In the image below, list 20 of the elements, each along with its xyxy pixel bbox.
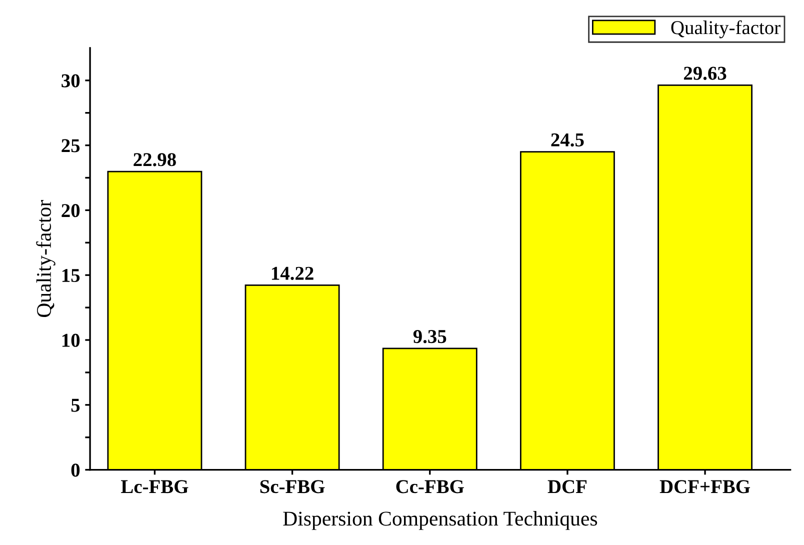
y-tick-label: 15 bbox=[62, 269, 80, 282]
x-tick-label: DCF bbox=[548, 480, 586, 494]
data-label: 14.22 bbox=[272, 266, 314, 280]
data-label: 9.35 bbox=[413, 330, 446, 344]
x-tick-label: DCF+FBG bbox=[660, 480, 750, 494]
x-tick-label: Cc-FBG bbox=[396, 480, 464, 494]
y-tick-label: 20 bbox=[62, 204, 80, 218]
y-axis-title: Quality-factor bbox=[36, 200, 56, 318]
x-tick-label: Sc-FBG bbox=[260, 480, 325, 494]
y-tick-label: 5 bbox=[71, 398, 80, 412]
x-tick-label: Lc-FBG bbox=[121, 480, 188, 494]
y-tick-label: 30 bbox=[62, 74, 80, 88]
data-label: 29.63 bbox=[684, 66, 726, 80]
y-tick-label: 10 bbox=[62, 334, 80, 347]
data-label: 22.98 bbox=[134, 153, 176, 166]
data-label: 24.5 bbox=[551, 133, 584, 147]
x-axis-title: Dispersion Compensation Techniques bbox=[283, 511, 598, 530]
y-tick-label: 0 bbox=[71, 464, 80, 477]
y-tick-label: 25 bbox=[62, 139, 80, 152]
legend-label: Quality-factor bbox=[671, 20, 780, 38]
